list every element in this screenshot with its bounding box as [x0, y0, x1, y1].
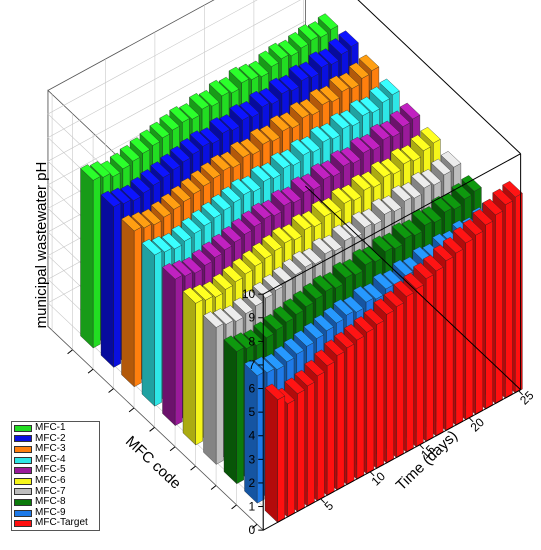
legend-label: MFC-2 — [35, 432, 66, 444]
legend-swatch — [14, 477, 32, 485]
bar — [80, 164, 101, 349]
x-tick-label: 25 — [517, 388, 537, 408]
legend-swatch — [14, 456, 32, 464]
legend-item: MFC-2 — [12, 432, 99, 445]
z-tick — [231, 504, 237, 510]
x-tick — [369, 471, 375, 477]
legend-item: MFC-8 — [12, 497, 99, 508]
bar — [121, 214, 142, 388]
legend-item: MFC-5 — [12, 465, 99, 476]
bar — [244, 359, 265, 504]
z-tick — [67, 349, 73, 355]
y-tick-label: 8 — [249, 334, 256, 348]
z-tick — [128, 407, 135, 413]
y-tick-label: 5 — [249, 405, 256, 419]
bar — [203, 311, 224, 465]
legend-label: MFC-3 — [35, 443, 66, 455]
legend-swatch — [14, 467, 32, 475]
legend-swatch — [14, 520, 32, 528]
z-tick — [87, 368, 94, 374]
z-tick — [190, 465, 196, 471]
bar — [223, 335, 245, 485]
legend-label: MFC-6 — [35, 474, 66, 486]
bars-layer — [80, 13, 523, 524]
y-tick-label: 6 — [249, 382, 256, 396]
x-tick-label: 20 — [468, 415, 488, 435]
legend-item: MFC-6 — [12, 474, 99, 487]
legend-item: MFC-3 — [12, 444, 99, 455]
legend-swatch — [14, 445, 32, 453]
y-tick-label: 1 — [249, 500, 256, 514]
x-tick-label: 5 — [322, 498, 337, 513]
legend-swatch — [14, 498, 32, 506]
frame-edge — [357, 0, 521, 155]
y-tick-label: 9 — [249, 311, 256, 325]
bar — [182, 287, 204, 446]
y-tick-label: 3 — [249, 452, 256, 466]
bar — [264, 383, 286, 524]
legend-swatch — [14, 424, 32, 432]
y-tick-label: 2 — [249, 476, 256, 490]
y-axis-label: municipal wastewater pH — [33, 162, 50, 329]
z-axis-line — [305, 185, 521, 391]
chart-legend: MFC-1 MFC-2 MFC-3 MFC-4 MFC-5 MFC-6 MFC-7 MFC-8… — [11, 421, 100, 531]
legend-item: MFC-4 — [12, 453, 99, 466]
y-tick-label: 4 — [249, 429, 256, 443]
legend-swatch — [14, 435, 32, 443]
x-axis-line — [262, 389, 521, 531]
legend-swatch — [14, 488, 32, 496]
x-tick — [320, 498, 326, 504]
legend-label: MFC-4 — [35, 453, 66, 465]
bar — [162, 263, 183, 427]
z-tick — [210, 485, 217, 490]
x-tick — [468, 417, 474, 423]
y-tick-label: 10 — [242, 287, 256, 301]
legend-item: MFC-1 — [12, 422, 99, 434]
legend-item: MFC-9 — [12, 506, 99, 519]
legend-label: MFC-1 — [35, 422, 66, 433]
z-tick — [169, 446, 176, 452]
legend-item: MFC-7 — [12, 485, 99, 498]
legend-label: MFC-9 — [35, 506, 66, 518]
frame-edge — [262, 153, 521, 295]
bar — [100, 190, 122, 368]
legend-label: MFC-7 — [35, 485, 66, 497]
x-tick — [518, 390, 524, 396]
y-tick-label: 7 — [249, 358, 256, 372]
z-tick — [251, 523, 258, 529]
z-tick — [149, 426, 155, 432]
legend-label: MFC-8 — [35, 496, 66, 508]
bar — [141, 238, 163, 407]
legend-item: MFC-Target — [12, 518, 99, 529]
y-tick-label: 0 — [249, 523, 256, 537]
legend-label: MFC-Target — [35, 517, 88, 529]
legend-swatch — [14, 509, 32, 517]
z-tick — [108, 388, 114, 393]
legend-label: MFC-5 — [35, 464, 66, 476]
x-tick-label: 10 — [369, 469, 389, 489]
x-tick — [419, 444, 425, 450]
